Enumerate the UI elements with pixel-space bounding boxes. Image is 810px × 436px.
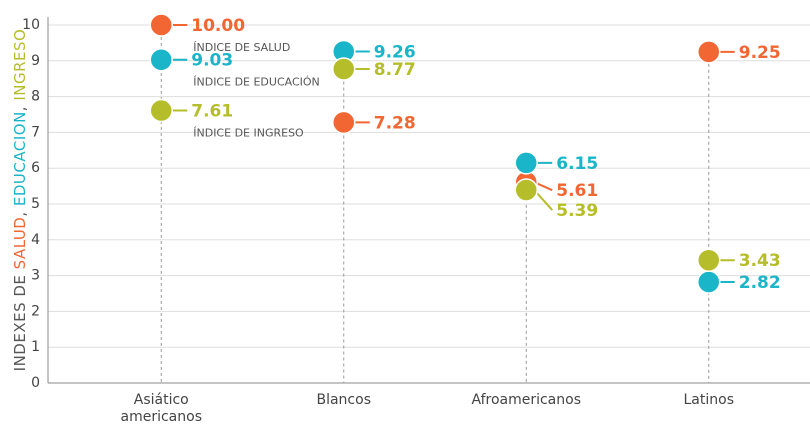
y-axis-label-part: , xyxy=(11,206,29,217)
y-tick-label: 1 xyxy=(31,339,40,355)
x-tick-text: Afroamericanos xyxy=(471,392,581,408)
series-name: ÍNDICE DE SALUD xyxy=(193,41,290,54)
y-tick-label: 0 xyxy=(31,375,40,391)
value-label: 9.25 xyxy=(739,43,781,63)
dot xyxy=(149,98,173,123)
value-label: 9.03 xyxy=(191,51,233,71)
x-tick-label: Latinos xyxy=(654,392,764,409)
value-label: 5.61 xyxy=(556,181,598,201)
y-tick-label: 7 xyxy=(31,124,40,140)
x-tick-label: Blancos xyxy=(289,392,399,409)
value-label: 2.82 xyxy=(739,273,781,293)
value-label: 3.43 xyxy=(739,251,781,271)
x-tick-text: Latinos xyxy=(683,392,735,408)
y-tick-label: 10 xyxy=(22,17,40,33)
y-tick-label: 5 xyxy=(31,196,40,212)
y-axis-label-part: EDUCACION xyxy=(11,111,29,206)
y-axis-label: INDEXES DE SALUD, EDUCACION, INGRESO xyxy=(11,29,29,372)
x-tick-text: Blancos xyxy=(316,392,371,408)
y-tick-label: 8 xyxy=(31,89,40,105)
dot xyxy=(514,151,538,175)
dot xyxy=(514,178,538,202)
y-axis-label-part: INGRESO xyxy=(11,29,29,101)
series-name: ÍNDICE DE EDUCACIÓN xyxy=(193,76,320,89)
y-tick-label: 9 xyxy=(31,53,40,69)
value-label: 7.28 xyxy=(374,113,416,133)
value-label: 6.15 xyxy=(556,154,598,174)
value-label: 10.00 xyxy=(191,16,245,36)
x-tick-text: Asiático americanos xyxy=(120,392,202,425)
x-tick-label: Asiático americanos xyxy=(106,392,216,426)
y-axis-label-part: SALUD xyxy=(11,217,29,270)
dot xyxy=(697,248,721,272)
value-label: 5.39 xyxy=(556,201,598,221)
x-tick-label: Afroamericanos xyxy=(471,392,581,409)
y-axis-label-part: INDEXES DE xyxy=(11,269,29,371)
y-tick-label: 4 xyxy=(31,232,40,248)
value-label: 9.26 xyxy=(374,42,416,62)
y-tick-label: 6 xyxy=(31,160,40,176)
dot xyxy=(697,40,721,64)
series-name: ÍNDICE DE INGRESO xyxy=(193,127,304,140)
dot xyxy=(149,13,173,37)
y-tick-label: 2 xyxy=(31,303,40,319)
dot xyxy=(332,57,356,81)
value-label: 8.77 xyxy=(374,60,416,80)
dot xyxy=(149,47,173,72)
dot xyxy=(332,110,356,135)
value-label: 7.61 xyxy=(191,102,233,122)
dot xyxy=(697,270,721,294)
y-axis-label-part: , xyxy=(11,101,29,112)
y-tick-label: 3 xyxy=(31,268,40,284)
